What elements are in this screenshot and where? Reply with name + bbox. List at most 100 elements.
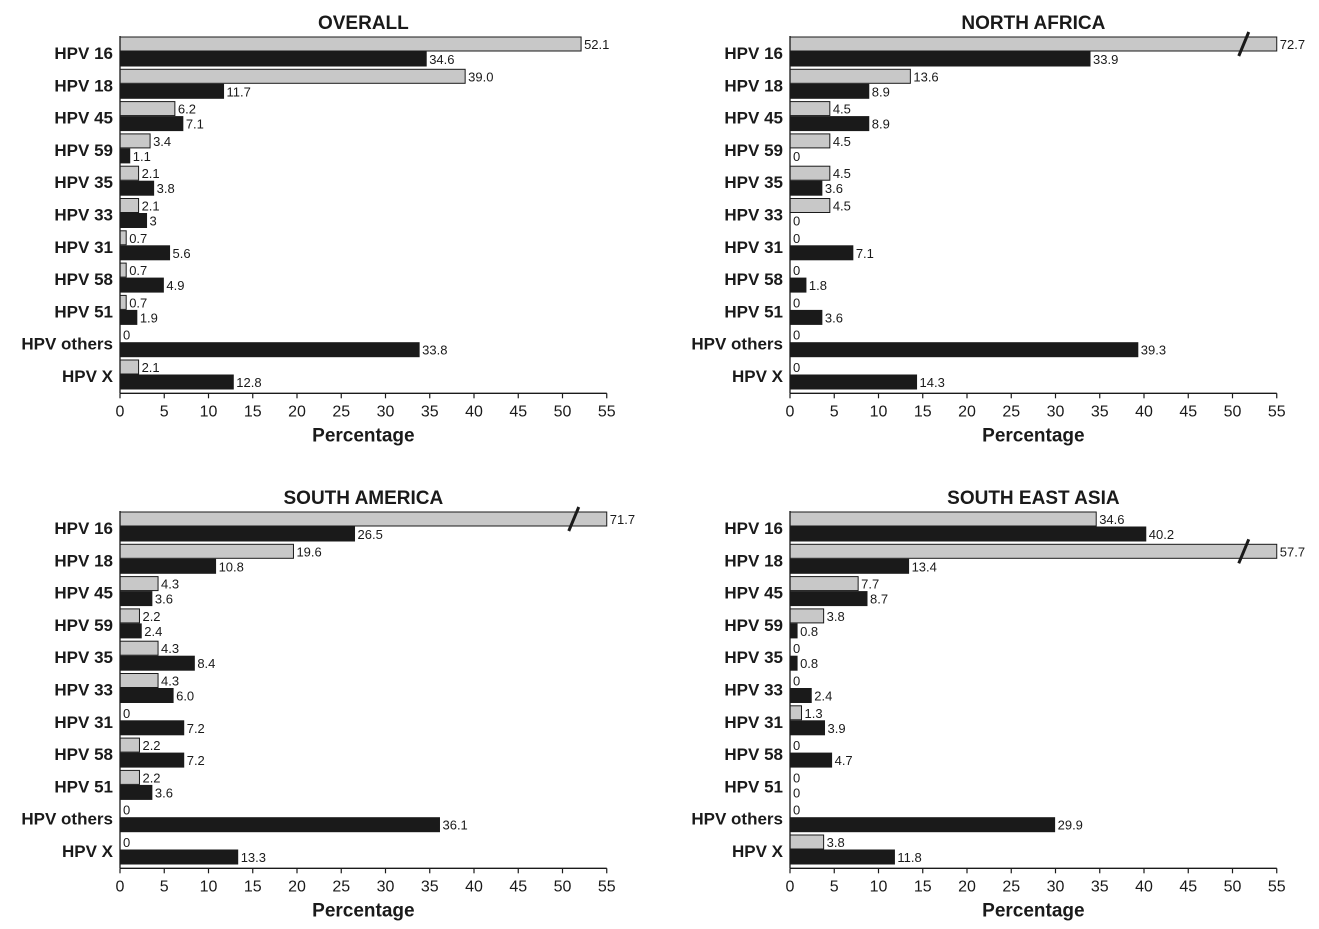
data-label: 29.9 [1058,818,1083,833]
category-label: HPV 45 [724,584,783,603]
category-label: HPV 51 [54,777,113,796]
bar [789,849,895,865]
x-tick-label: 55 [1268,878,1286,895]
data-label: 72.7 [1280,37,1305,52]
category-label: HPV 51 [724,302,783,321]
bar [789,705,803,721]
data-label: 3.8 [827,835,845,850]
bar [789,133,831,149]
data-label: 11.8 [897,850,921,865]
category-label: HPV X [732,367,784,386]
bar [119,180,155,196]
category-label: HPV 31 [54,238,113,257]
data-label: 3.8 [157,181,175,196]
data-label: 0.8 [800,656,818,671]
data-label: 7.1 [856,246,874,261]
data-label: 1.1 [133,149,151,164]
bar [119,277,164,293]
x-tick-label: 25 [332,403,350,420]
x-tick-label: 50 [554,878,572,895]
x-tick-label: 50 [1224,403,1242,420]
x-tick-label: 35 [1091,403,1109,420]
bar [789,309,823,325]
data-label: 40.2 [1149,527,1174,542]
data-label: 4.5 [833,134,851,149]
x-tick-label: 0 [116,403,125,420]
data-label: 0 [793,641,800,656]
category-label: HPV 51 [54,302,113,321]
data-label: 0 [793,231,800,246]
bar [789,511,1097,527]
bar [119,640,159,656]
bar [789,576,859,592]
bar [119,36,582,52]
x-tick-label: 0 [786,878,795,895]
category-label: HPV X [732,842,784,861]
category-label: HPV 45 [54,584,113,603]
data-label: 3.4 [153,134,171,149]
bar [119,769,140,785]
x-tick-label: 30 [377,403,395,420]
data-label: 0 [793,328,800,343]
category-label: HPV 58 [724,745,783,764]
x-tick-label: 5 [830,403,839,420]
data-label: 57.7 [1280,544,1305,559]
data-label: 8.9 [872,84,890,99]
category-label: HPV 16 [54,519,113,538]
data-label: 6.0 [176,689,194,704]
data-label: 2.1 [142,360,160,375]
x-tick-label: 5 [160,878,169,895]
bar [119,720,185,736]
x-tick-label: 55 [1268,403,1286,420]
chart-title: NORTH AFRICA [961,13,1105,34]
category-label: HPV 58 [54,270,113,289]
bar [789,623,798,639]
data-label: 2.1 [142,166,160,181]
x-tick-label: 0 [786,403,795,420]
x-tick-label: 25 [1002,878,1020,895]
bar [119,526,356,542]
bar [119,359,140,375]
x-tick-label: 40 [1135,878,1153,895]
bar [789,245,854,261]
data-label: 4.5 [833,199,851,214]
data-label: 2.2 [142,770,160,785]
chart-title: OVERALL [318,13,409,34]
data-label: 2.4 [144,624,162,639]
data-label: 5.6 [173,246,191,261]
data-label: 0 [793,360,800,375]
bar [789,688,812,703]
data-label: 0 [793,295,800,310]
chart-panel: SOUTH AMERICA HPV 16 71.7 26.5 HPV 18 19.6 10.… [21,488,635,921]
bar [119,133,151,149]
bar [789,543,1278,559]
category-label: HPV 16 [724,44,783,63]
data-label: 26.5 [358,527,383,542]
data-label: 39.0 [468,69,493,84]
data-label: 34.6 [1099,512,1124,527]
data-label: 4.3 [161,641,179,656]
data-label: 10.8 [219,559,244,574]
bar [789,68,911,84]
category-label: HPV others [21,810,113,829]
axis-break-mark [567,506,581,532]
bar [789,834,825,850]
data-label: 0 [793,263,800,278]
category-label: HPV 33 [724,206,783,225]
bar [789,591,868,607]
category-label: HPV 51 [724,777,783,796]
bar [119,374,234,390]
x-tick-label: 10 [870,878,888,895]
bar [119,83,225,99]
data-label: 3.6 [825,310,843,325]
axis-break-mark [1237,31,1251,57]
bar [119,673,159,688]
bar [119,543,294,559]
data-label: 7.7 [861,577,879,592]
bar [119,198,140,213]
data-label: 3.9 [828,721,846,736]
data-label: 3.6 [155,592,173,607]
x-axis-label: Percentage [982,900,1084,921]
category-label: HPV X [62,367,114,386]
data-label: 0 [123,706,130,721]
